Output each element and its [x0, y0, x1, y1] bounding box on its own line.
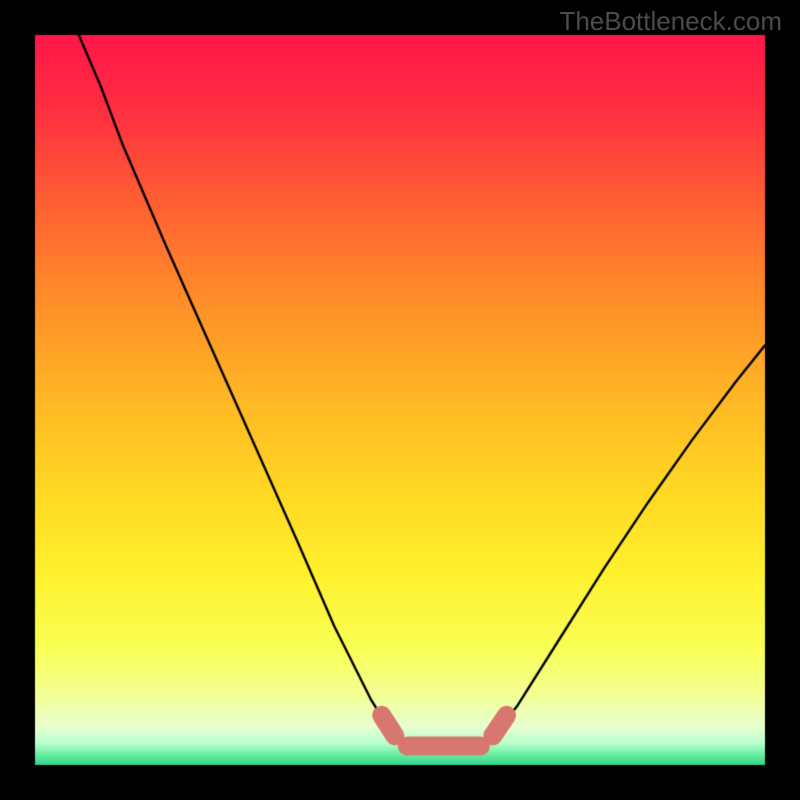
watermark-text: TheBottleneck.com [559, 6, 782, 37]
bottleneck-curve-chart [0, 0, 800, 800]
chart-stage: TheBottleneck.com [0, 0, 800, 800]
